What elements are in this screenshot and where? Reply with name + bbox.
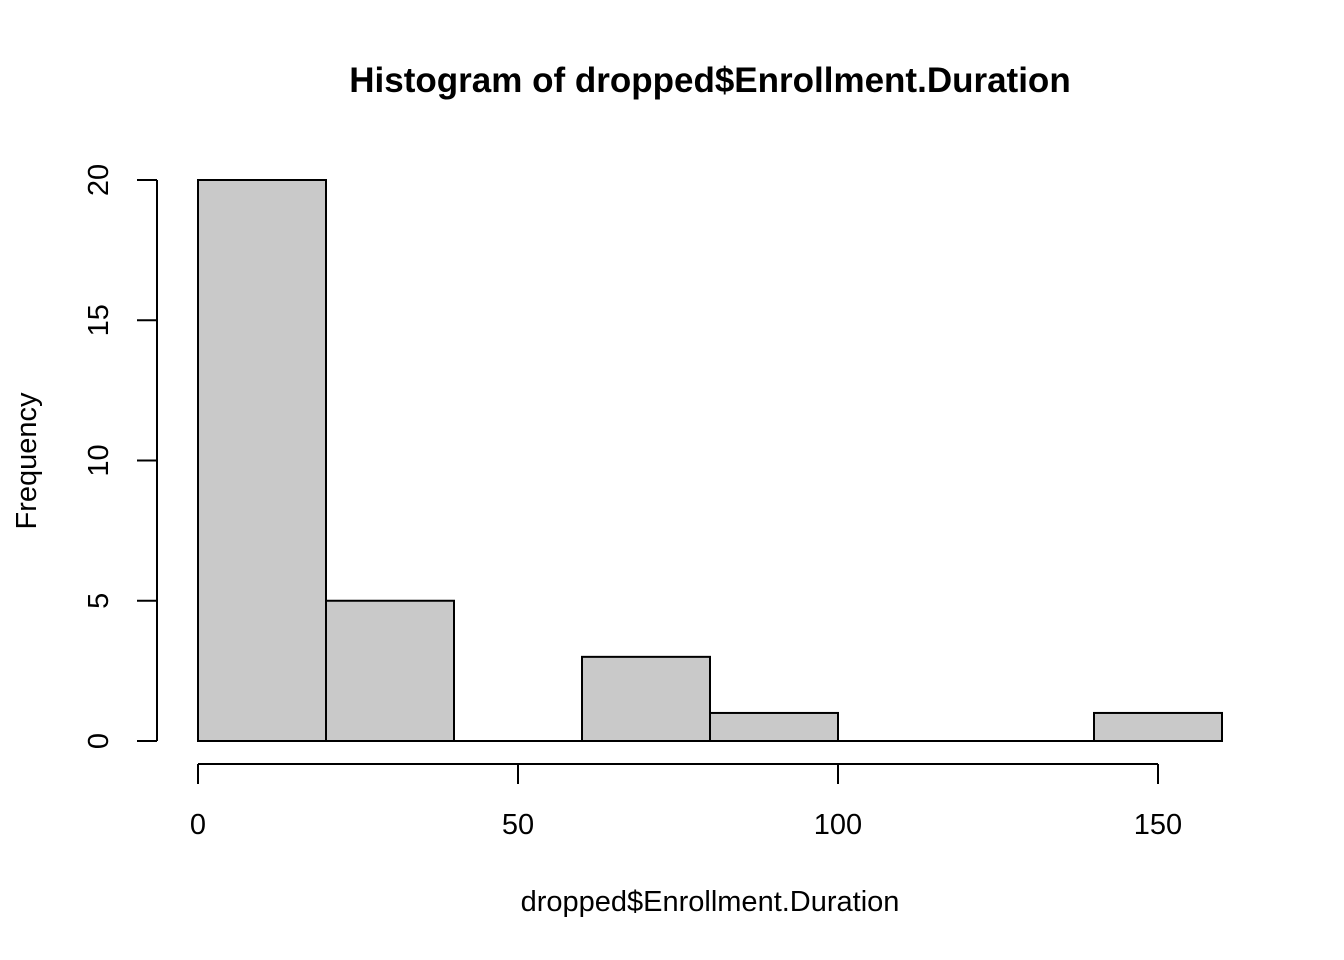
- y-axis-label: Frequency: [11, 392, 43, 530]
- y-tick-label-20: 20: [83, 164, 115, 196]
- histogram-bar-20-40: [325, 599, 455, 742]
- bars-group: [197, 179, 1223, 743]
- chart-title: Histogram of dropped$Enrollment.Duration: [349, 61, 1070, 100]
- histogram-bar-140-160: [1093, 711, 1223, 743]
- x-tick-label-100: 100: [814, 809, 862, 841]
- histogram-bar-80-100: [709, 711, 839, 743]
- x-axis: 0 50 100 150: [190, 763, 1182, 841]
- y-tick-label-15: 15: [83, 304, 115, 336]
- y-tick-label-5: 5: [83, 593, 115, 609]
- y-axis: 0 5 10 15 20: [83, 164, 158, 749]
- x-tick-label-150: 150: [1134, 809, 1182, 841]
- histogram-bar-60-80: [581, 655, 711, 742]
- x-tick-label-50: 50: [502, 809, 534, 841]
- x-tick-label-0: 0: [190, 809, 206, 841]
- histogram-bar-0-20: [197, 179, 327, 742]
- y-tick-label-0: 0: [83, 733, 115, 749]
- x-axis-label: dropped$Enrollment.Duration: [521, 886, 900, 918]
- y-tick-label-10: 10: [83, 444, 115, 476]
